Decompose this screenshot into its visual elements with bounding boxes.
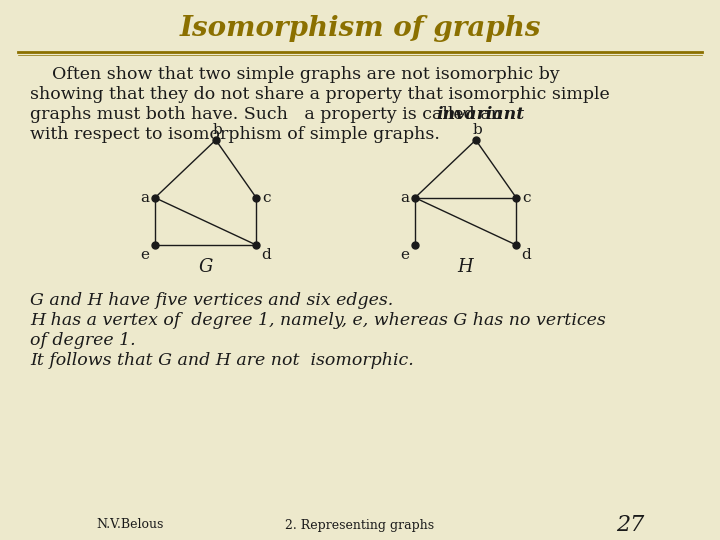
Text: H: H (458, 258, 474, 276)
Text: 2. Representing graphs: 2. Representing graphs (285, 518, 435, 531)
Text: b: b (213, 123, 222, 137)
Text: c: c (522, 191, 531, 205)
Text: b: b (473, 123, 482, 137)
Text: showing that they do not share a property that isomorphic simple: showing that they do not share a propert… (30, 86, 610, 103)
Text: H has a vertex of  degree 1, namely, e, whereas G has no vertices: H has a vertex of degree 1, namely, e, w… (30, 312, 606, 329)
Text: Isomorphism of graphs: Isomorphism of graphs (179, 15, 541, 42)
Text: with respect to isomorphism of simple graphs.: with respect to isomorphism of simple gr… (30, 126, 440, 143)
Text: d: d (521, 248, 531, 262)
Text: c: c (262, 191, 271, 205)
Text: a: a (400, 191, 410, 205)
Text: Often show that two simple graphs are not isomorphic by: Often show that two simple graphs are no… (30, 66, 559, 83)
Text: e: e (400, 248, 410, 262)
Text: G: G (199, 258, 213, 276)
Text: a: a (140, 191, 150, 205)
Text: 27: 27 (616, 514, 644, 536)
Text: N.V.Belous: N.V.Belous (96, 518, 163, 531)
Text: invariant: invariant (436, 106, 524, 123)
Text: G and H have five vertices and six edges.: G and H have five vertices and six edges… (30, 292, 393, 309)
Text: It follows that G and H are not  isomorphic.: It follows that G and H are not isomorph… (30, 352, 414, 369)
Text: d: d (261, 248, 271, 262)
Text: graphs must both have. Such   a property is called an: graphs must both have. Such a property i… (30, 106, 508, 123)
Text: of degree 1.: of degree 1. (30, 332, 135, 349)
Text: e: e (140, 248, 150, 262)
